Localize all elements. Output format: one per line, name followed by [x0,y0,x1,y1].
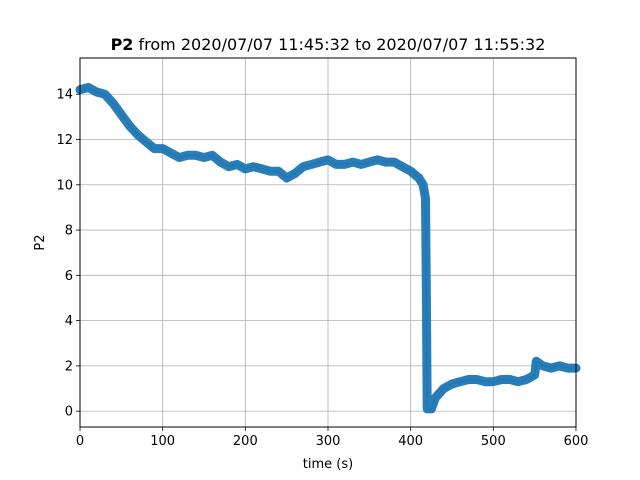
chart-title-rest: from 2020/07/07 11:45:32 to 2020/07/07 1… [133,35,545,54]
series-layer [75,82,581,414]
x-axis-label: time (s) [303,457,353,472]
y-tick-label: 12 [56,133,73,148]
x-tick-label: 0 [76,434,84,449]
x-tick-label: 200 [233,434,258,449]
y-tick-label: 4 [65,314,73,329]
series-line [79,86,576,410]
chart-title: P2 from 2020/07/07 11:45:32 to 2020/07/0… [111,35,546,54]
y-tick-label: 6 [65,269,73,284]
y-tick-label: 2 [65,359,73,374]
tick-layer: 0 100 200 300 400 500 600 0 2 4 6 8 10 12 14 [56,88,588,449]
x-tick-label: 300 [316,434,341,449]
y-tick-label: 10 [56,178,73,193]
y-tick-label: 8 [65,224,73,239]
y-tick-label: 0 [65,405,73,420]
chart-title-bold: P2 [111,35,134,54]
x-tick-label: 400 [398,434,423,449]
y-axis-label: P2 [33,234,48,250]
x-tick-label: 600 [564,434,589,449]
x-tick-label: 100 [150,434,175,449]
grid-layer [79,58,577,427]
x-tick-label: 500 [481,434,506,449]
y-tick-label: 14 [56,88,73,103]
